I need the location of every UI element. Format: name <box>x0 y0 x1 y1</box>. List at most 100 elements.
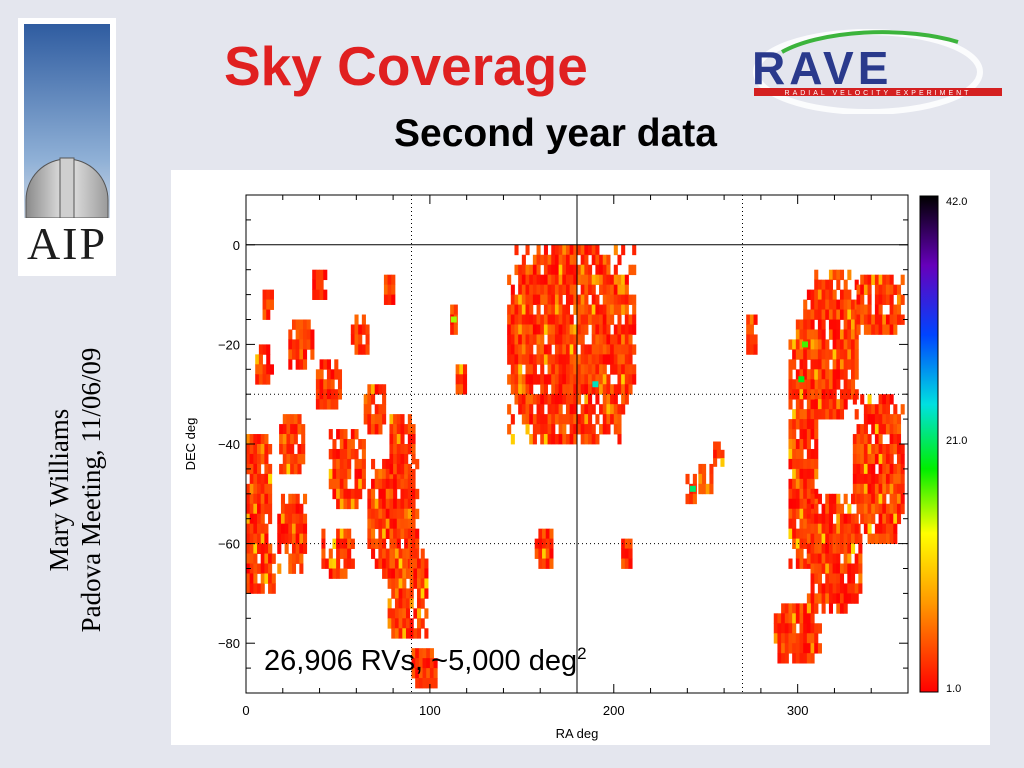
coverage-cell <box>843 553 848 564</box>
coverage-cell <box>573 394 578 405</box>
coverage-cell <box>336 528 341 540</box>
coverage-cell <box>554 294 560 305</box>
coverage-cell <box>547 414 552 425</box>
coverage-cell <box>525 384 530 395</box>
coverage-cell <box>799 613 804 624</box>
coverage-cell <box>792 458 797 470</box>
coverage-cell <box>299 543 304 554</box>
coverage-cell <box>882 424 887 435</box>
coverage-cell <box>810 369 815 380</box>
coverage-region <box>277 493 308 574</box>
coverage-cell <box>632 314 637 325</box>
coverage-cell <box>514 354 519 365</box>
coverage-cell <box>257 434 262 445</box>
coverage-cell <box>525 424 530 435</box>
coverage-cell <box>885 483 891 495</box>
coverage-cell <box>551 384 556 395</box>
coverage-cell <box>569 374 574 385</box>
coverage-cell <box>843 319 848 330</box>
coverage-cell <box>799 369 804 380</box>
coverage-cell <box>565 334 571 345</box>
coverage-cell <box>584 394 589 405</box>
coverage-cell <box>407 518 412 530</box>
coverage-cell <box>591 284 596 295</box>
coverage-cell <box>249 463 254 475</box>
coverage-cell <box>810 563 815 574</box>
coverage-cell <box>400 488 405 500</box>
coverage-cell <box>821 503 826 515</box>
coverage-cell <box>893 324 898 335</box>
coverage-cell <box>268 563 273 574</box>
coverage-cell <box>407 528 412 540</box>
coverage-cell <box>843 493 848 505</box>
coverage-cell <box>810 299 815 310</box>
coverage-cell <box>814 553 819 564</box>
coverage-cell <box>836 573 841 584</box>
coverage-cell <box>847 543 852 554</box>
coverage-cell <box>540 414 545 425</box>
coverage-cell <box>624 314 629 325</box>
coverage-cell <box>565 364 571 375</box>
coverage-cell <box>584 354 589 365</box>
coverage-cell <box>521 404 526 415</box>
coverage-cell <box>551 284 556 295</box>
coverage-cell <box>882 394 887 405</box>
coverage-cell <box>839 593 845 604</box>
coverage-cell <box>843 543 848 554</box>
coverage-cell <box>889 473 894 485</box>
coverage-cell <box>371 394 376 405</box>
coverage-cell <box>882 404 887 415</box>
coverage-cell <box>828 583 834 594</box>
coverage-cell <box>814 633 819 644</box>
coverage-cell <box>288 513 293 525</box>
coverage-cell <box>332 568 337 579</box>
coverage-cell <box>551 404 556 415</box>
coverage-cell <box>843 583 848 594</box>
coverage-cell <box>803 508 808 520</box>
coverage-cell <box>810 339 815 350</box>
coverage-cell <box>562 394 567 405</box>
coverage-cell <box>885 424 891 435</box>
coverage-cell <box>282 444 287 455</box>
coverage-cell <box>860 394 865 405</box>
coverage-cell <box>632 374 637 385</box>
coverage-cell <box>882 324 887 335</box>
coverage-cell <box>299 523 304 535</box>
coverage-cell <box>850 583 856 594</box>
coverage-cell <box>856 453 861 465</box>
coverage-cell <box>295 319 300 330</box>
coverage-cell <box>828 553 834 564</box>
coverage-cell <box>788 518 793 530</box>
coverage-cell <box>871 473 876 485</box>
coverage-cell <box>394 578 400 589</box>
coverage-cell <box>806 329 811 340</box>
coverage-cell <box>264 503 269 515</box>
coverage-cell <box>343 478 348 490</box>
coverage-cell <box>288 329 293 340</box>
coverage-cell <box>573 254 578 266</box>
coverage-cell <box>580 384 585 395</box>
coverage-cell <box>817 563 822 574</box>
coverage-cell <box>543 384 548 395</box>
coverage-cell <box>398 568 403 579</box>
coverage-cell <box>632 244 637 256</box>
coverage-cell <box>860 284 865 295</box>
coverage-cell <box>387 578 392 589</box>
coverage-cell <box>621 404 626 415</box>
coverage-cell <box>246 434 251 445</box>
coverage-cell <box>847 299 852 310</box>
coverage-cell <box>246 453 251 465</box>
coverage-cell <box>295 503 300 515</box>
coverage-cell <box>367 498 372 510</box>
coverage-cell <box>814 419 819 430</box>
coverage-cell <box>253 563 258 574</box>
coverage-cell <box>628 324 633 335</box>
coverage-cell <box>878 434 883 445</box>
coverage-cell <box>415 538 420 549</box>
coverage-cell <box>595 264 600 276</box>
coverage-cell <box>893 523 898 535</box>
coverage-cell <box>860 444 865 455</box>
coverage-cell <box>417 628 422 639</box>
coverage-cell <box>367 424 372 435</box>
coverage-cell <box>850 299 856 310</box>
